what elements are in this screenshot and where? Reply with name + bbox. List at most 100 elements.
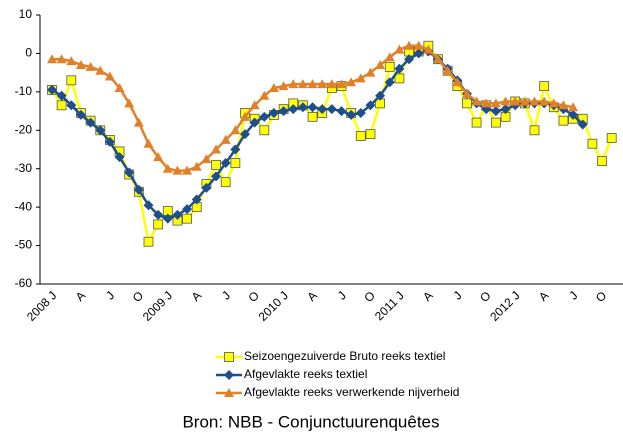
point (375, 59, 386, 69)
point (201, 154, 212, 164)
point (56, 90, 67, 101)
point (307, 111, 318, 122)
point (539, 81, 550, 91)
point (153, 152, 164, 162)
point (133, 184, 144, 195)
point (384, 52, 395, 62)
x-tick-label: O (477, 288, 494, 305)
point (558, 115, 569, 126)
point (182, 204, 193, 215)
legend-marker (224, 352, 234, 362)
point (104, 136, 115, 147)
point (66, 100, 77, 111)
point (240, 111, 250, 121)
point (597, 156, 607, 166)
x-tick-label: A (189, 288, 205, 304)
point (66, 56, 77, 66)
point (384, 61, 395, 72)
point (268, 83, 279, 93)
point (211, 144, 222, 154)
point (114, 83, 125, 93)
point (442, 65, 453, 75)
point (104, 71, 115, 81)
point (500, 96, 511, 106)
point (47, 54, 57, 64)
point (481, 98, 492, 108)
point (326, 79, 337, 89)
point (172, 165, 183, 175)
point (375, 90, 386, 101)
point (452, 77, 463, 87)
point (143, 236, 154, 247)
point (317, 104, 328, 115)
point (240, 129, 250, 140)
y-tick-label: -40 (15, 199, 33, 213)
series-line (51, 50, 584, 221)
x-tick-label: A (304, 288, 320, 304)
point (162, 163, 173, 173)
point (47, 84, 57, 95)
point (490, 106, 501, 117)
point (133, 117, 144, 127)
point (500, 104, 511, 115)
point (346, 109, 357, 120)
point (461, 88, 472, 98)
point (423, 44, 434, 54)
point (230, 158, 241, 168)
point (510, 96, 521, 106)
point (153, 209, 164, 220)
x-tick-label: A (420, 288, 436, 304)
point (249, 100, 260, 110)
point (230, 144, 241, 155)
point (355, 131, 366, 141)
x-tick-label: O (593, 288, 610, 305)
point (259, 111, 270, 122)
point (268, 107, 279, 118)
y-tick-label: -10 (15, 84, 33, 98)
legend-marker (224, 388, 234, 397)
x-tick-label: O (130, 288, 147, 305)
point (66, 75, 77, 86)
point (539, 96, 550, 106)
point (355, 73, 366, 83)
point (172, 209, 183, 220)
x-tick-label: 2009 J (140, 288, 175, 323)
x-tick-label: J (566, 288, 580, 302)
point (336, 106, 347, 117)
point (336, 79, 347, 89)
point (471, 117, 482, 128)
point (278, 106, 289, 117)
legend-label: Afgevlakte reeks verwerkende nijverheid (244, 385, 459, 399)
legend-label: Afgevlakte reeks textiel (244, 367, 367, 381)
x-tick-label: 2010 J (256, 288, 291, 323)
legend-label: Seizoengezuiverde Bruto reeks textiel (244, 349, 445, 363)
x-tick-label: A (536, 288, 552, 304)
point (307, 79, 318, 89)
point (143, 138, 154, 148)
series-line (50, 44, 613, 246)
point (394, 44, 405, 54)
point (85, 61, 96, 71)
y-tick-label: 10 (19, 7, 33, 21)
point (143, 200, 154, 211)
point (162, 213, 173, 224)
point (191, 161, 202, 171)
point (529, 96, 540, 106)
x-tick-label: J (219, 288, 233, 302)
point (182, 165, 193, 175)
point (182, 213, 193, 224)
point (278, 81, 289, 91)
point (413, 40, 424, 50)
point (75, 59, 86, 69)
y-tick-label: -20 (15, 122, 33, 136)
point (587, 138, 598, 149)
point (288, 79, 299, 89)
point (568, 109, 579, 120)
point (124, 98, 135, 108)
x-tick-label: 2008 J (24, 288, 59, 323)
point (471, 96, 482, 106)
point (519, 96, 530, 106)
x-tick-label: J (103, 288, 117, 302)
point (95, 125, 106, 136)
